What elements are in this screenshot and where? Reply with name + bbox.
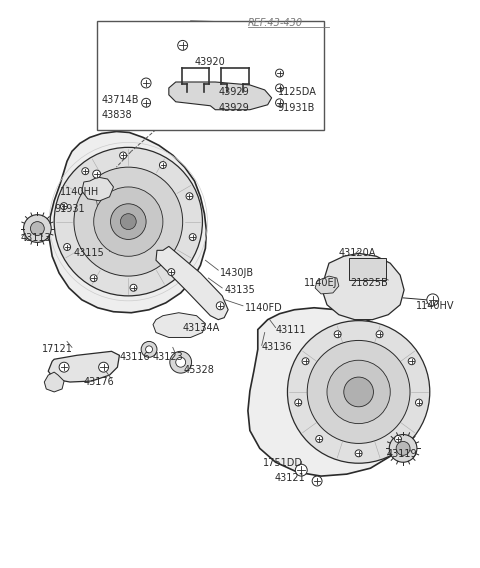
Circle shape: [396, 441, 410, 456]
Circle shape: [30, 222, 44, 236]
Text: 91931: 91931: [54, 204, 85, 214]
Circle shape: [389, 435, 417, 462]
Circle shape: [120, 152, 127, 159]
Polygon shape: [49, 132, 206, 313]
Text: 1140EJ: 1140EJ: [304, 278, 338, 288]
Circle shape: [93, 170, 101, 178]
Text: 45328: 45328: [184, 365, 215, 375]
Circle shape: [307, 340, 410, 444]
Circle shape: [189, 233, 196, 241]
Text: 43929: 43929: [218, 103, 249, 112]
Circle shape: [276, 84, 284, 92]
Circle shape: [145, 346, 153, 353]
Bar: [349, 258, 386, 280]
Circle shape: [159, 161, 167, 169]
Text: 43135: 43135: [224, 285, 255, 295]
Circle shape: [312, 476, 322, 486]
Text: 43111: 43111: [276, 324, 306, 335]
Circle shape: [395, 436, 401, 442]
Circle shape: [110, 204, 146, 240]
Text: 43714B: 43714B: [102, 95, 139, 105]
Polygon shape: [315, 276, 339, 294]
Circle shape: [295, 464, 307, 476]
Circle shape: [327, 360, 390, 424]
Circle shape: [316, 436, 323, 442]
Circle shape: [142, 98, 151, 107]
Text: 1140HV: 1140HV: [416, 301, 455, 311]
Text: 1125DA: 1125DA: [277, 87, 316, 97]
Circle shape: [54, 147, 203, 296]
Circle shape: [288, 321, 430, 463]
Circle shape: [170, 352, 192, 373]
Circle shape: [141, 341, 157, 357]
Circle shape: [99, 362, 108, 372]
Text: 43119: 43119: [386, 449, 417, 460]
Circle shape: [376, 331, 383, 338]
Text: 43929: 43929: [218, 87, 249, 97]
Circle shape: [408, 358, 415, 365]
Text: 43123: 43123: [153, 352, 184, 362]
Circle shape: [276, 69, 284, 77]
Text: 43120A: 43120A: [339, 248, 376, 258]
Polygon shape: [48, 352, 120, 382]
Circle shape: [427, 294, 439, 306]
Circle shape: [120, 214, 136, 229]
Circle shape: [168, 269, 175, 275]
Bar: [96, 20, 324, 130]
Circle shape: [344, 377, 373, 407]
Circle shape: [186, 193, 193, 200]
Text: 1140HH: 1140HH: [60, 187, 99, 197]
Circle shape: [74, 167, 183, 276]
Circle shape: [334, 331, 341, 338]
Circle shape: [64, 244, 71, 250]
Circle shape: [355, 450, 362, 457]
Circle shape: [276, 99, 284, 107]
Circle shape: [178, 40, 188, 51]
Circle shape: [141, 78, 151, 88]
Circle shape: [295, 399, 302, 406]
Text: 43176: 43176: [84, 377, 115, 387]
Circle shape: [416, 399, 422, 406]
Circle shape: [94, 187, 163, 256]
Text: 43136: 43136: [262, 343, 292, 352]
Text: 91931B: 91931B: [277, 103, 315, 112]
Text: 43134A: 43134A: [183, 323, 220, 333]
Text: 43115: 43115: [74, 248, 105, 258]
Text: 1140FD: 1140FD: [245, 303, 283, 313]
Text: 1430JB: 1430JB: [220, 268, 254, 278]
Text: 43113: 43113: [21, 233, 51, 244]
Circle shape: [82, 168, 89, 174]
Circle shape: [24, 215, 51, 243]
Circle shape: [60, 203, 67, 210]
Polygon shape: [153, 313, 205, 337]
Text: 17121: 17121: [42, 344, 73, 354]
Circle shape: [59, 362, 69, 372]
Circle shape: [302, 358, 309, 365]
Text: 1751DD: 1751DD: [263, 458, 303, 468]
Text: 43838: 43838: [102, 110, 132, 120]
Text: 43116: 43116: [120, 352, 150, 362]
Polygon shape: [44, 372, 64, 392]
Circle shape: [216, 302, 224, 310]
Circle shape: [176, 357, 186, 367]
Polygon shape: [248, 308, 420, 476]
Circle shape: [130, 285, 137, 291]
Polygon shape: [322, 253, 404, 320]
Polygon shape: [156, 247, 228, 320]
Polygon shape: [169, 82, 272, 110]
Text: 21825B: 21825B: [351, 278, 388, 288]
Text: 43920: 43920: [194, 57, 225, 67]
Circle shape: [90, 275, 97, 282]
Text: REF.43-430: REF.43-430: [248, 18, 303, 28]
Polygon shape: [82, 177, 113, 201]
Text: 43121: 43121: [275, 473, 305, 483]
